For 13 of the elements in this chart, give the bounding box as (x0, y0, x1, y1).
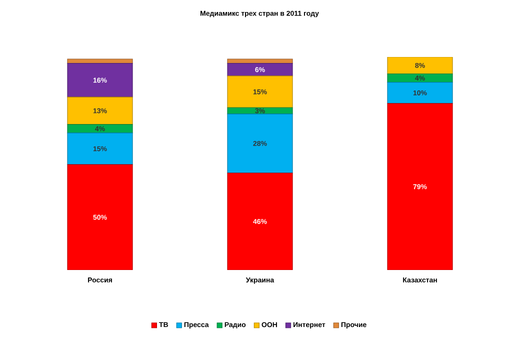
bar (67, 164, 133, 270)
bar (67, 63, 133, 98)
bar (387, 103, 453, 270)
bar (67, 124, 133, 134)
bar (387, 82, 453, 104)
bar (227, 63, 293, 76)
bar (67, 132, 133, 165)
bar (67, 96, 133, 125)
bar (387, 57, 453, 74)
bar (227, 114, 293, 174)
bar (387, 74, 453, 83)
bar (227, 76, 293, 108)
bar (227, 172, 293, 270)
